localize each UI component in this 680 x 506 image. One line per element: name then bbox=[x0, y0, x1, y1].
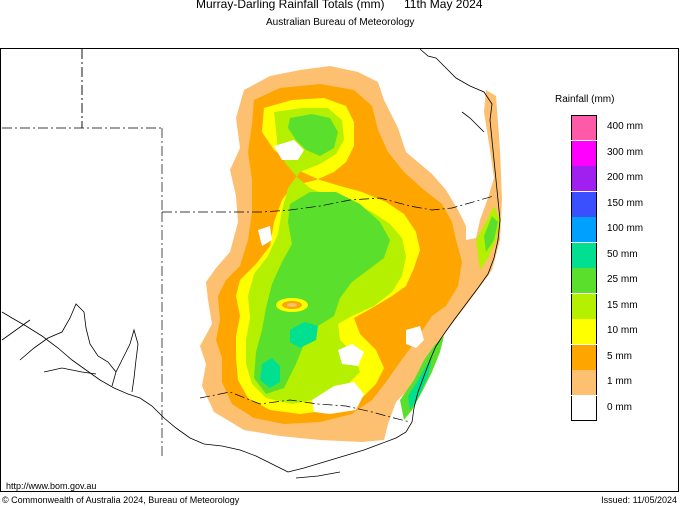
footer-issued-date: Issued: 11/05/2024 bbox=[601, 495, 677, 505]
map-title-row: Murray-Darling Rainfall Totals (mm) 11th… bbox=[0, 0, 680, 14]
legend-label: 10 mm bbox=[607, 325, 638, 336]
rainfall-cell-center bbox=[287, 303, 297, 307]
rainfall-zone-25mm bbox=[288, 114, 338, 156]
legend-swatch bbox=[571, 191, 597, 217]
map-frame bbox=[0, 48, 679, 492]
legend-label: 15 mm bbox=[607, 299, 638, 311]
rainfall-zone-50mm bbox=[260, 358, 280, 388]
legend-swatch bbox=[571, 344, 597, 370]
rainfall-zone-25mm bbox=[254, 192, 390, 394]
legend-swatch bbox=[571, 268, 597, 293]
legend-swatch bbox=[571, 242, 597, 268]
legend-title: Rainfall (mm) bbox=[555, 94, 615, 105]
dry-patch bbox=[406, 326, 424, 348]
legend-label: 150 mm bbox=[607, 197, 644, 209]
legend-swatch bbox=[571, 395, 597, 421]
legend-label: 5 mm bbox=[607, 350, 632, 362]
rainfall-zone-coastal-east-green bbox=[484, 216, 498, 252]
footer-url[interactable]: http://www.bom.gov.au bbox=[6, 481, 97, 491]
legend-swatch bbox=[571, 166, 597, 191]
map-title: Murray-Darling Rainfall Totals (mm) bbox=[196, 0, 385, 11]
legend-swatch bbox=[571, 370, 597, 395]
legend-label: 1 mm bbox=[607, 376, 632, 387]
dry-patch bbox=[338, 344, 364, 366]
legend-swatch bbox=[571, 293, 597, 319]
legend-swatch bbox=[571, 115, 597, 140]
legend-label: 25 mm bbox=[607, 274, 638, 285]
state-borders bbox=[2, 49, 495, 458]
map-date: 11th May 2024 bbox=[404, 0, 483, 11]
coastline bbox=[1, 57, 501, 479]
dry-patch bbox=[312, 382, 364, 414]
legend-label: 100 mm bbox=[607, 223, 644, 234]
legend-label: 50 mm bbox=[607, 248, 638, 260]
coastline-north bbox=[419, 48, 485, 133]
legend-label: 400 mm bbox=[607, 121, 644, 132]
rainfall-zone-50mm bbox=[290, 322, 318, 348]
legend-swatch bbox=[571, 140, 597, 166]
footer-copyright: © Commonwealth of Australia 2024, Bureau… bbox=[2, 495, 240, 505]
legend-label: 0 mm bbox=[607, 401, 632, 413]
dry-patch bbox=[274, 140, 304, 160]
legend-swatch bbox=[571, 217, 597, 242]
legend-label: 300 mm bbox=[607, 146, 644, 158]
legend-label: 200 mm bbox=[607, 172, 644, 183]
legend-swatch bbox=[571, 319, 597, 344]
map-subtitle: Australian Bureau of Meteorology bbox=[266, 17, 415, 28]
dry-patch bbox=[258, 226, 272, 246]
